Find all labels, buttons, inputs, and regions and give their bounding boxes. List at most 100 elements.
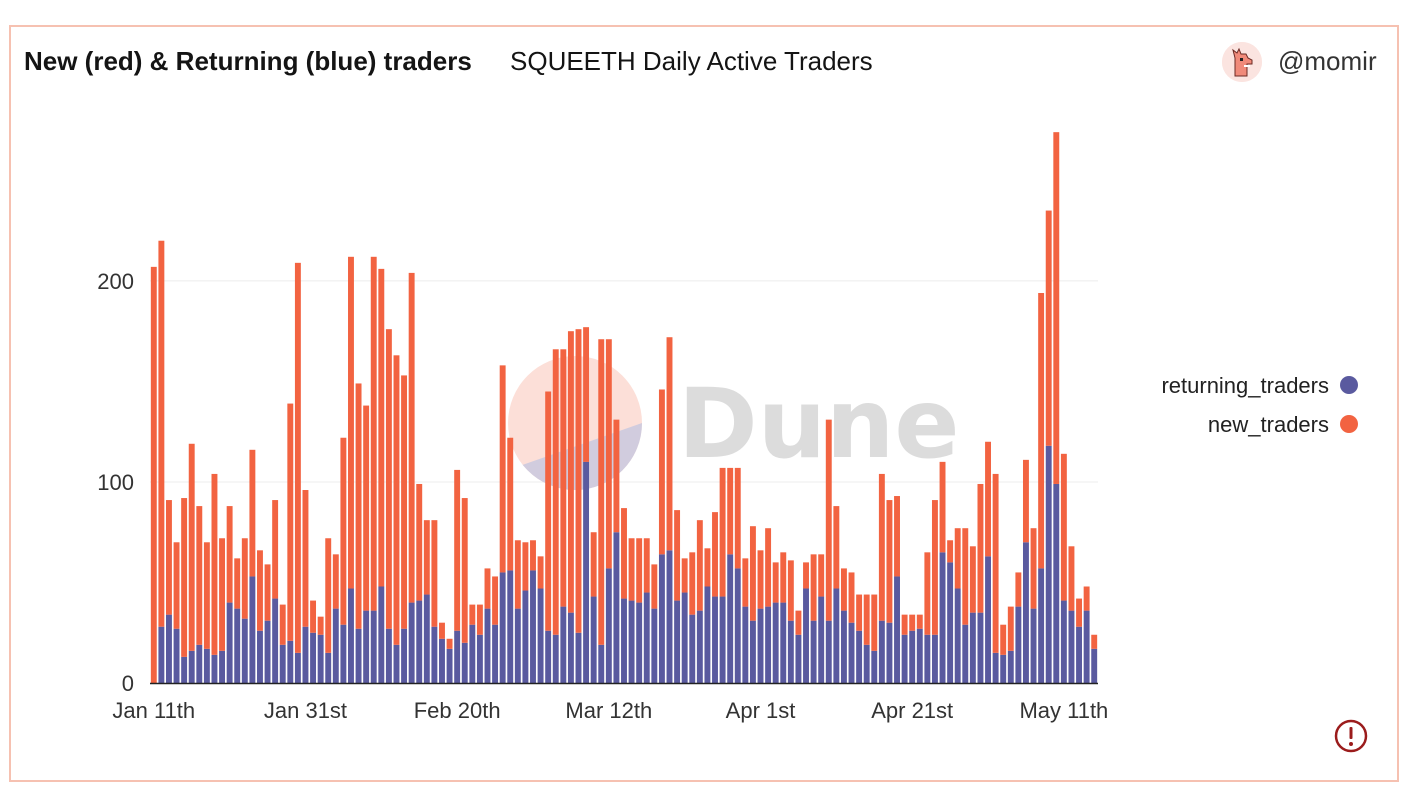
bar-new[interactable] (787, 560, 794, 621)
bar-new[interactable] (1045, 210, 1052, 446)
bar-returning[interactable] (658, 554, 665, 683)
bar-returning[interactable] (226, 602, 233, 683)
bar-returning[interactable] (878, 620, 885, 683)
bar-returning[interactable] (393, 644, 400, 683)
bar-returning[interactable] (742, 606, 749, 683)
bar-returning[interactable] (249, 576, 256, 683)
bar-new[interactable] (408, 272, 415, 603)
bar-new[interactable] (621, 508, 627, 599)
bar-new[interactable] (560, 349, 567, 607)
bar-new[interactable] (1068, 546, 1075, 611)
bar-returning[interactable] (825, 620, 832, 683)
bar-new[interactable] (818, 554, 825, 597)
bar-new[interactable] (181, 498, 188, 657)
bar-returning[interactable] (1007, 650, 1014, 683)
bar-returning[interactable] (196, 644, 203, 683)
bar-new[interactable] (916, 614, 923, 629)
bar-new[interactable] (765, 528, 772, 607)
bar-returning[interactable] (985, 556, 991, 683)
bar-new[interactable] (848, 572, 855, 623)
bar-returning[interactable] (203, 648, 210, 683)
bar-returning[interactable] (1060, 600, 1067, 683)
bar-returning[interactable] (969, 612, 976, 683)
bar-new[interactable] (613, 419, 620, 533)
bar-new[interactable] (856, 594, 863, 631)
bar-new[interactable] (643, 538, 650, 593)
bar-new[interactable] (279, 604, 286, 645)
bar-returning[interactable] (355, 628, 362, 683)
bar-returning[interactable] (492, 624, 499, 683)
bar-returning[interactable] (325, 652, 332, 683)
bar-returning[interactable] (833, 588, 840, 683)
bar-new[interactable] (954, 528, 961, 589)
bar-returning[interactable] (469, 624, 476, 683)
bar-new[interactable] (1000, 624, 1007, 655)
bar-new[interactable] (795, 610, 802, 635)
bar-returning[interactable] (1091, 648, 1098, 683)
bar-returning[interactable] (863, 644, 870, 683)
bar-new[interactable] (1022, 459, 1029, 543)
bar-new[interactable] (598, 339, 605, 645)
bar-new[interactable] (234, 558, 241, 609)
bar-new[interactable] (727, 467, 734, 555)
bar-new[interactable] (658, 389, 665, 555)
bar-returning[interactable] (560, 606, 567, 683)
bar-new[interactable] (651, 564, 658, 609)
bar-new[interactable] (712, 512, 718, 597)
bar-new[interactable] (567, 331, 574, 613)
bar-returning[interactable] (507, 570, 514, 683)
bar-returning[interactable] (211, 654, 218, 683)
bar-returning[interactable] (787, 620, 794, 683)
bar-returning[interactable] (666, 550, 673, 683)
bar-returning[interactable] (332, 608, 339, 683)
bar-returning[interactable] (241, 618, 248, 683)
bar-returning[interactable] (810, 620, 817, 683)
bar-new[interactable] (203, 542, 210, 649)
bar-returning[interactable] (188, 650, 195, 683)
bar-returning[interactable] (545, 630, 552, 683)
bar-new[interactable] (894, 496, 900, 577)
bar-returning[interactable] (264, 620, 271, 683)
bar-returning[interactable] (522, 590, 529, 683)
bar-new[interactable] (1083, 586, 1090, 611)
bar-new[interactable] (484, 568, 491, 609)
bar-new[interactable] (469, 604, 476, 625)
bar-new[interactable] (1038, 292, 1045, 569)
bar-new[interactable] (226, 506, 233, 603)
bar-new[interactable] (742, 558, 749, 607)
bar-new[interactable] (757, 550, 764, 609)
bar-new[interactable] (628, 538, 635, 601)
bar-new[interactable] (962, 528, 969, 625)
bar-returning[interactable] (552, 634, 559, 683)
bar-new[interactable] (909, 614, 916, 631)
bar-new[interactable] (1030, 528, 1037, 609)
bar-returning[interactable] (977, 612, 984, 683)
bar-returning[interactable] (719, 596, 726, 683)
bar-returning[interactable] (173, 628, 180, 683)
bar-new[interactable] (992, 473, 999, 653)
bar-new[interactable] (863, 594, 870, 645)
bar-returning[interactable] (234, 608, 241, 683)
bar-returning[interactable] (765, 606, 772, 683)
bar-new[interactable] (188, 443, 195, 651)
bar-returning[interactable] (886, 622, 893, 683)
bar-new[interactable] (772, 562, 779, 603)
bar-new[interactable] (924, 552, 931, 635)
bar-returning[interactable] (348, 588, 354, 683)
bar-new[interactable] (803, 562, 809, 589)
bar-returning[interactable] (674, 600, 681, 683)
bar-returning[interactable] (590, 596, 597, 683)
bar-new[interactable] (1060, 453, 1067, 601)
bar-new[interactable] (1053, 132, 1060, 484)
bar-returning[interactable] (628, 600, 635, 683)
bar-new[interactable] (514, 540, 521, 609)
bar-returning[interactable] (848, 622, 855, 683)
bar-returning[interactable] (416, 600, 423, 683)
bar-new[interactable] (1015, 572, 1022, 607)
bar-returning[interactable] (651, 608, 658, 683)
bar-returning[interactable] (302, 626, 309, 683)
bar-returning[interactable] (780, 602, 787, 683)
bar-new[interactable] (446, 638, 453, 649)
bar-returning[interactable] (499, 572, 506, 683)
bar-new[interactable] (173, 542, 180, 629)
